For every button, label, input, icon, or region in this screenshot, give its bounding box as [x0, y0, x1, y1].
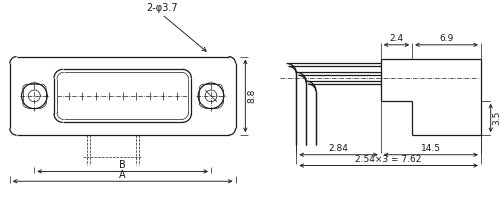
Text: 2.84: 2.84 [328, 144, 348, 153]
Text: 14.5: 14.5 [421, 144, 441, 153]
Text: 2-φ3.7: 2-φ3.7 [146, 3, 178, 13]
Text: B: B [120, 160, 126, 170]
Text: 3.5: 3.5 [492, 111, 500, 125]
Text: 2.54×3 = 7.62: 2.54×3 = 7.62 [356, 155, 422, 164]
Text: 6.9: 6.9 [440, 34, 454, 43]
Text: A: A [120, 170, 126, 180]
Text: 2.4: 2.4 [390, 34, 404, 43]
Text: 8.8: 8.8 [248, 89, 256, 103]
